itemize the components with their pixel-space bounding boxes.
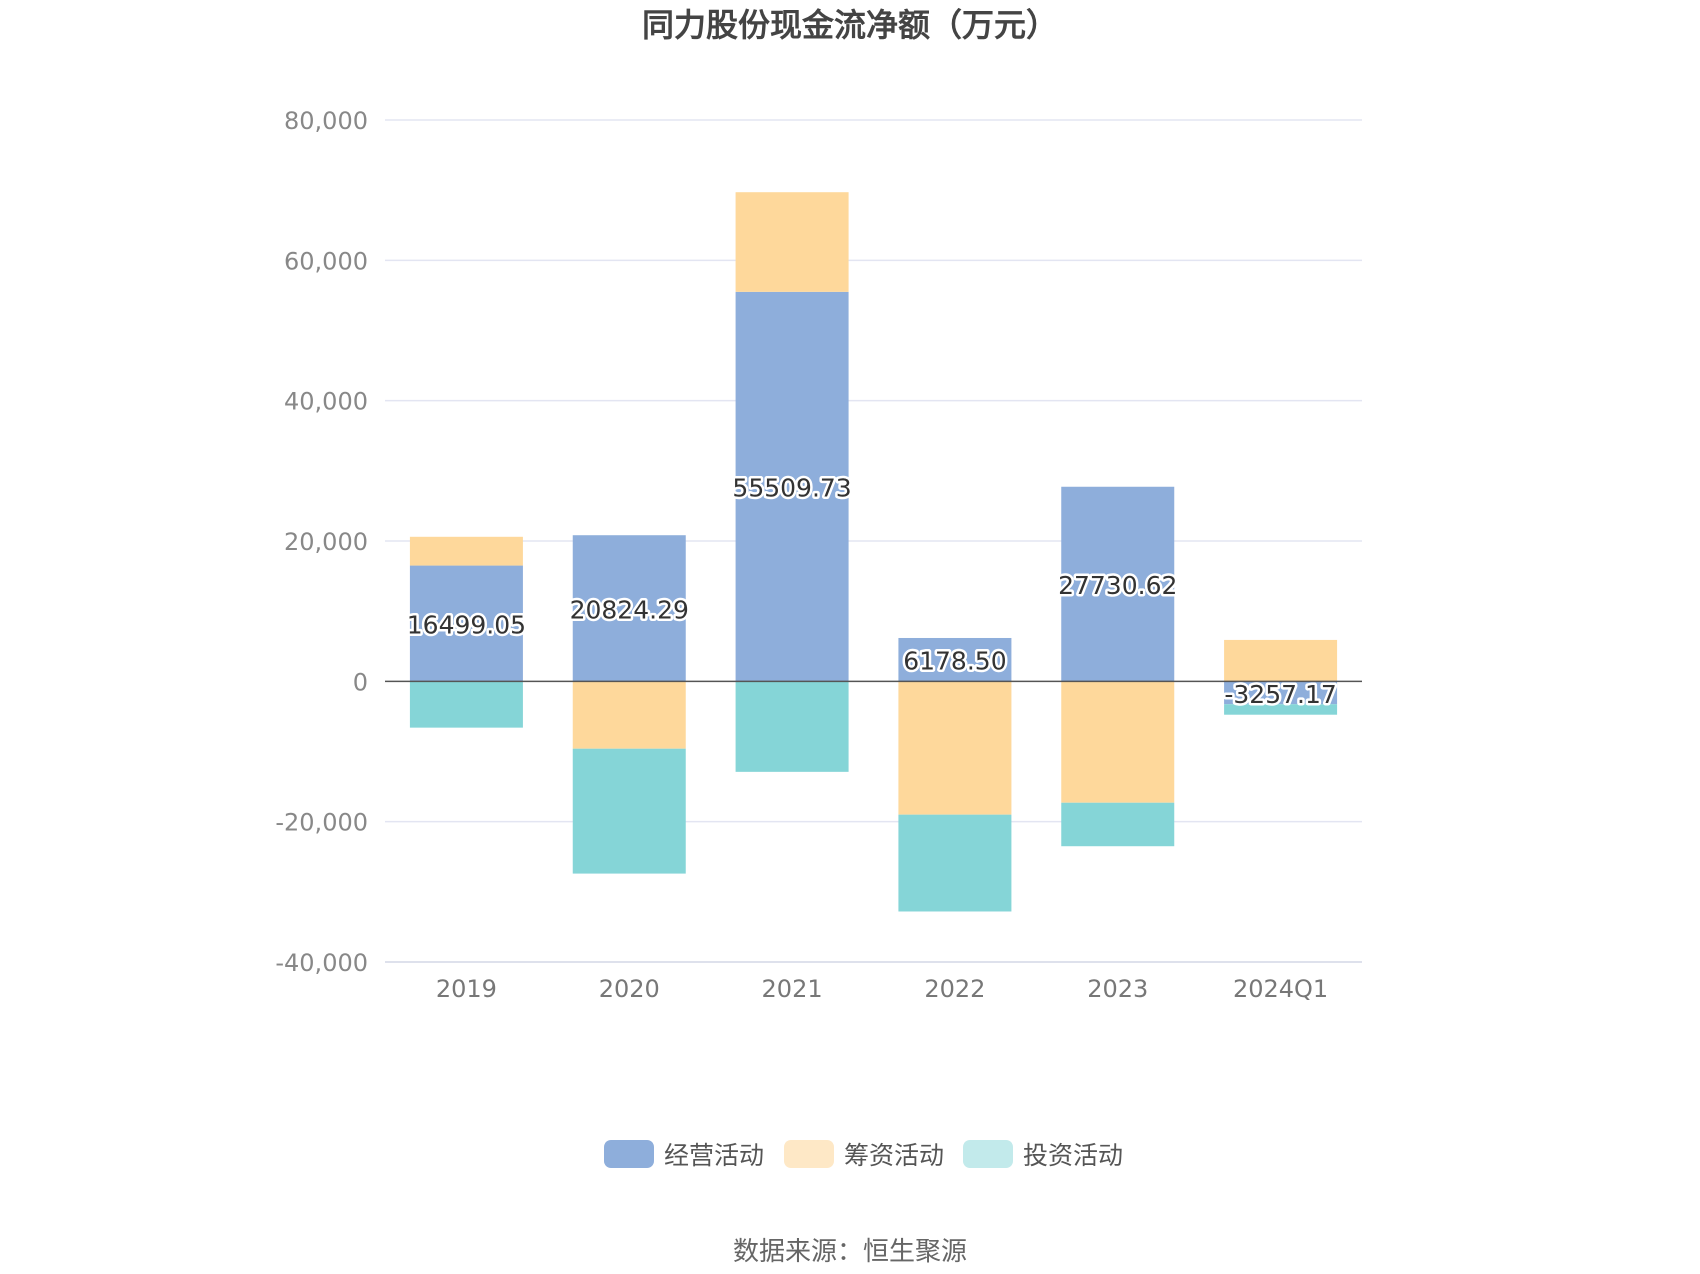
legend-swatch-1[interactable]	[604, 1140, 654, 1168]
bar-2019-series-3	[409, 681, 523, 728]
x-tick-label: 2023	[1087, 975, 1148, 1003]
y-tick-label: -20,000	[275, 809, 368, 837]
data-label-2022: 6178.50	[903, 647, 1006, 676]
gridlines	[385, 119, 1362, 963]
y-tick-label: 60,000	[284, 247, 368, 275]
x-tick-label: 2019	[436, 975, 497, 1003]
bar-2024Q1-series-1	[1224, 681, 1338, 705]
y-tick-label: 40,000	[284, 388, 368, 416]
bar-2020-series-2	[572, 681, 686, 749]
source-note: 数据来源：恒生聚源	[733, 1237, 967, 1267]
y-tick-label: 0	[353, 668, 368, 696]
x-tick-label: 2021	[762, 975, 823, 1003]
x-tick-label: 2022	[924, 975, 985, 1003]
bar-2023-series-2	[1061, 681, 1175, 803]
bar-2021-series-3	[735, 681, 849, 772]
y-tick-label: 80,000	[284, 107, 368, 135]
x-tick-label: 2024Q1	[1233, 975, 1328, 1003]
x-axis: 2019 2020 2021 2022 2023 2024Q1	[385, 961, 1362, 1003]
bar-2024Q1-series-3	[1224, 704, 1338, 715]
chart-title: 同力股份现金流净额（万元）	[642, 6, 1058, 44]
data-label-2023: 27730.62	[1058, 571, 1177, 600]
bar-2022-series-1	[898, 637, 1012, 682]
legend-label-1[interactable]: 经营活动	[664, 1141, 764, 1170]
bar-2024Q1-series-2	[1224, 639, 1338, 682]
bars	[409, 192, 1338, 912]
bar-2019-series-1	[409, 565, 523, 682]
bar-2020-series-1	[572, 535, 686, 682]
data-label-2019: 16499.05	[407, 610, 526, 639]
data-label-2024Q1: -3257.17	[1224, 680, 1336, 709]
legend-swatch-3[interactable]	[963, 1140, 1013, 1168]
bar-2022-series-2	[898, 681, 1012, 815]
y-axis: 80,000 60,000 40,000 20,000 0 -20,000 -40,000	[275, 107, 368, 977]
x-tick-label: 2020	[599, 975, 660, 1003]
bar-2019-series-2	[409, 536, 523, 566]
legend-label-2[interactable]: 筹资活动	[844, 1141, 944, 1170]
legend-swatch-2[interactable]	[784, 1140, 834, 1168]
legend[interactable]: 经营活动 筹资活动 投资活动	[604, 1140, 1123, 1170]
bar-2020-series-3	[572, 748, 686, 874]
y-tick-label: 20,000	[284, 528, 368, 556]
bar-2021-series-1	[735, 291, 849, 682]
bar-2022-series-3	[898, 814, 1012, 912]
data-labels: 16499.05 20824.29 55509.73 6178.50 27730.62 -…	[404, 471, 1339, 711]
bar-2023-series-1	[1061, 486, 1175, 682]
legend-label-3[interactable]: 投资活动	[1023, 1141, 1123, 1170]
data-label-2021: 55509.73	[732, 474, 851, 503]
bar-2023-series-3	[1061, 802, 1175, 847]
y-tick-label: -40,000	[275, 949, 368, 977]
bar-2021-series-2	[735, 192, 849, 292]
data-label-2020: 20824.29	[570, 595, 689, 624]
